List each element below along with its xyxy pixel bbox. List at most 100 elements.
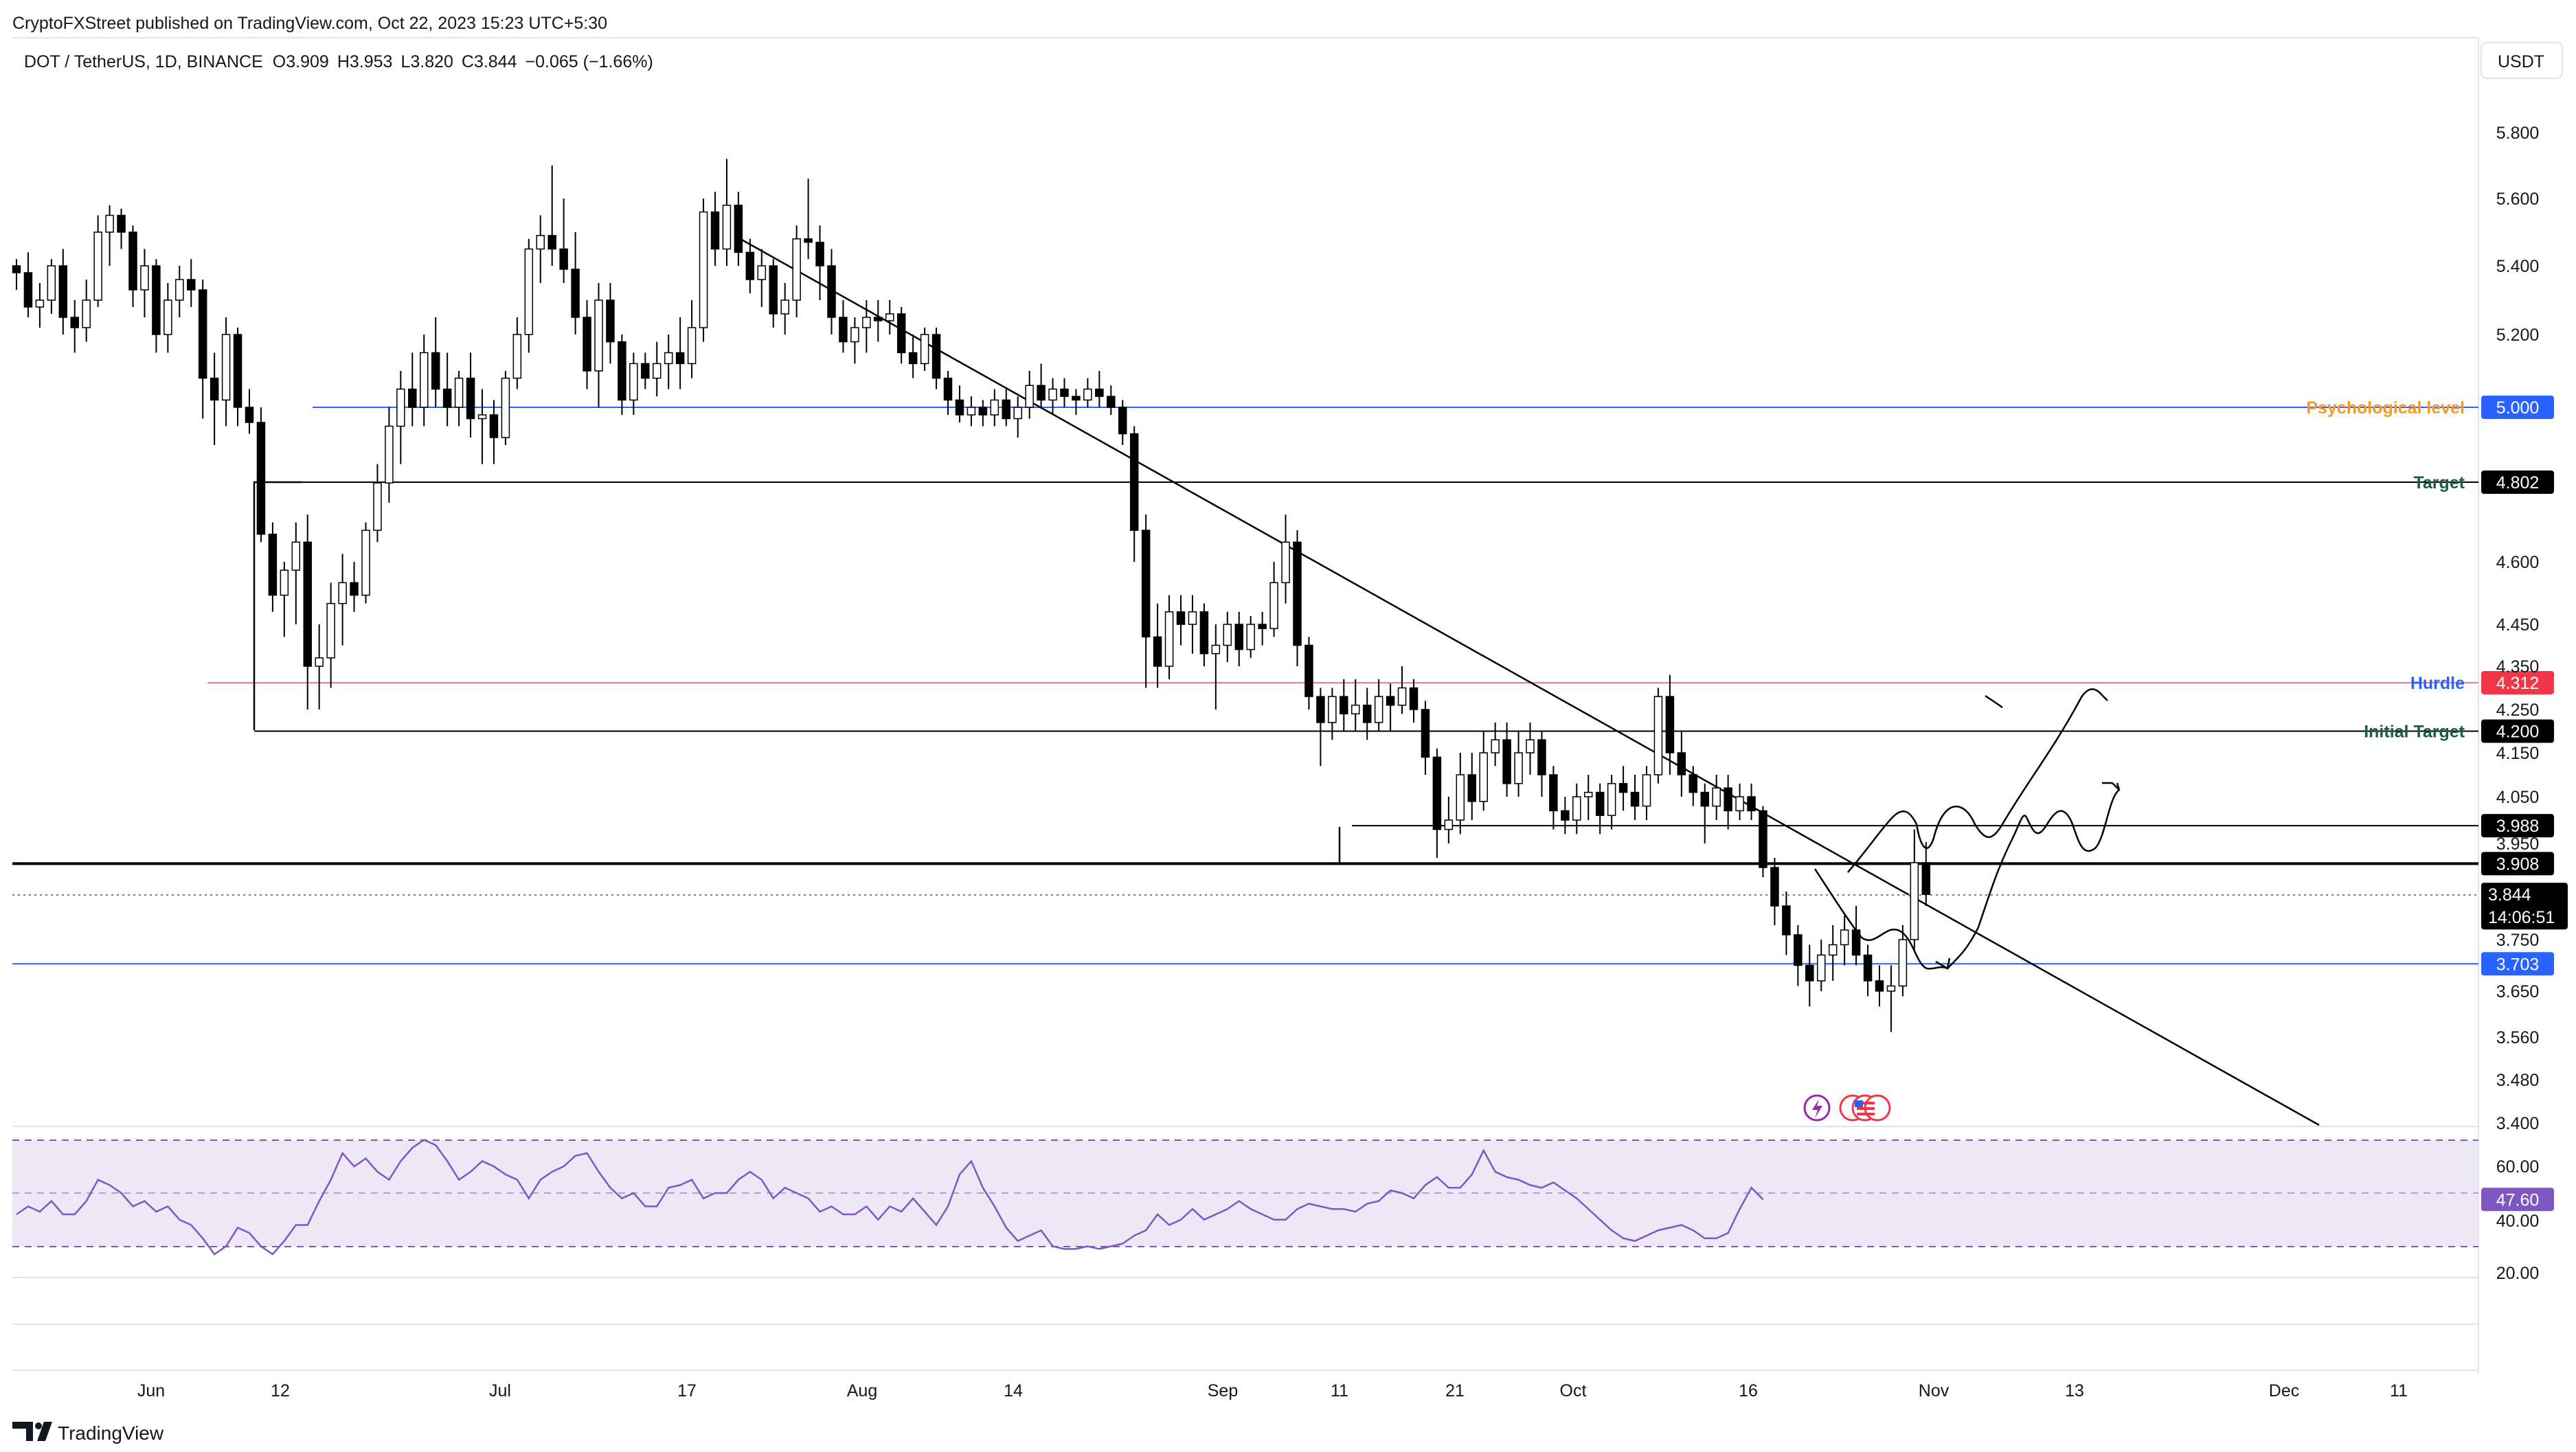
candle — [1851, 906, 1861, 966]
candle — [233, 328, 242, 427]
time-axis[interactable]: Jun 12 Jul 17 Aug 14 Sep 11 21 Oct 16 Nov 13 Dec 11 — [137, 1381, 2408, 1400]
svg-text:4.802: 4.802 — [2496, 473, 2540, 492]
candle — [1502, 722, 1511, 797]
candle — [1607, 775, 1616, 830]
candle — [1141, 514, 1151, 688]
candle — [943, 371, 953, 416]
candle — [1700, 783, 1709, 843]
candle — [757, 249, 767, 307]
open-value: O3.909 — [273, 52, 329, 71]
candle — [1258, 611, 1267, 646]
candle — [1561, 797, 1570, 835]
svg-text:14:06:51: 14:06:51 — [2488, 908, 2555, 927]
candle — [664, 334, 673, 389]
time-tick: 16 — [1739, 1381, 1758, 1400]
candle — [1584, 775, 1593, 820]
candle — [442, 352, 452, 427]
candle — [1397, 666, 1407, 714]
level-line[interactable]: Psychological level — [313, 398, 2478, 418]
candle — [1828, 925, 1838, 981]
candle — [1153, 603, 1162, 688]
candle — [1526, 722, 1535, 775]
rsi-line — [16, 1139, 1764, 1256]
candle — [1037, 363, 1046, 407]
arrow-head-2 — [2102, 782, 2120, 791]
price-tick: 4.600 — [2496, 553, 2540, 572]
candle — [699, 198, 708, 342]
events-icons[interactable] — [1803, 1094, 1891, 1122]
candle — [1002, 389, 1010, 427]
svg-text:47.60: 47.60 — [2496, 1190, 2540, 1210]
candle — [1025, 371, 1034, 419]
candle — [1118, 400, 1127, 446]
candle — [1048, 378, 1057, 416]
candle — [629, 352, 638, 416]
level-line[interactable]: Hurdle — [207, 674, 2478, 693]
candle — [862, 300, 871, 353]
level-line[interactable]: Initial Target — [254, 723, 2478, 742]
currency-button[interactable]: USDT — [2481, 42, 2563, 79]
candle — [1514, 731, 1523, 797]
candle — [722, 159, 732, 266]
level-line[interactable]: Target — [302, 473, 2478, 492]
candle — [477, 389, 487, 464]
candle — [1910, 829, 1919, 950]
candle — [1724, 775, 1732, 830]
candle — [967, 396, 976, 427]
candle — [1642, 766, 1651, 820]
candle — [1351, 679, 1360, 731]
trendline[interactable] — [740, 238, 2320, 1126]
candle — [1234, 611, 1243, 666]
candle — [1386, 683, 1395, 731]
time-tick: Sep — [1208, 1381, 1238, 1400]
candle — [641, 352, 650, 389]
candle — [1164, 595, 1174, 679]
candle — [1572, 783, 1581, 835]
candle — [1060, 378, 1069, 407]
candle — [1840, 916, 1849, 966]
support-bracket — [253, 481, 302, 730]
candle — [1456, 753, 1465, 835]
candle — [1304, 637, 1313, 710]
projection-path-bearish — [1814, 782, 2121, 970]
candle — [769, 259, 778, 328]
candle — [990, 389, 999, 427]
candle — [47, 259, 56, 314]
candle — [140, 249, 149, 317]
rsi-axis[interactable]: 60.00 40.00 20.00 47.60 — [2481, 1157, 2554, 1283]
time-tick: 13 — [2065, 1381, 2084, 1400]
candle — [1374, 679, 1383, 731]
candle — [454, 371, 464, 427]
published-by-text: CryptoFXStreet published on TradingView.… — [12, 14, 607, 33]
currency-label: USDT — [2498, 52, 2544, 71]
candle — [315, 624, 324, 710]
candle — [1176, 595, 1186, 646]
level-label: Initial Target — [2364, 723, 2465, 742]
candle — [978, 400, 988, 427]
candle — [198, 280, 207, 419]
candle — [1618, 766, 1628, 811]
price-tag: 3.703 — [2481, 952, 2554, 976]
tradingview-logo[interactable]: TradingView — [12, 1422, 164, 1444]
candle — [896, 307, 906, 364]
svg-text:5.000: 5.000 — [2496, 398, 2540, 418]
candle — [780, 283, 789, 334]
price-axis[interactable]: 5.000 4.802 4.312 4.200 3.988 3.908 3.703 5.800… — [2481, 124, 2568, 1133]
candle — [1630, 775, 1640, 820]
candle — [256, 407, 266, 543]
levels-layer: Psychological level Target Hurdle Initial T… — [12, 398, 2478, 965]
candle — [1188, 595, 1197, 654]
last-price-tag: 3.844 14:06:51 — [2481, 883, 2568, 930]
candle — [338, 554, 347, 646]
candle — [350, 562, 359, 612]
candle — [268, 522, 278, 612]
candle — [128, 225, 137, 307]
candle — [1875, 965, 1884, 1007]
time-tick: Oct — [1560, 1381, 1587, 1400]
price-tick: 4.150 — [2496, 744, 2540, 763]
candle — [1211, 624, 1221, 710]
arrow-head-1 — [1985, 694, 2003, 709]
candle — [920, 328, 929, 371]
candle — [1817, 940, 1826, 991]
